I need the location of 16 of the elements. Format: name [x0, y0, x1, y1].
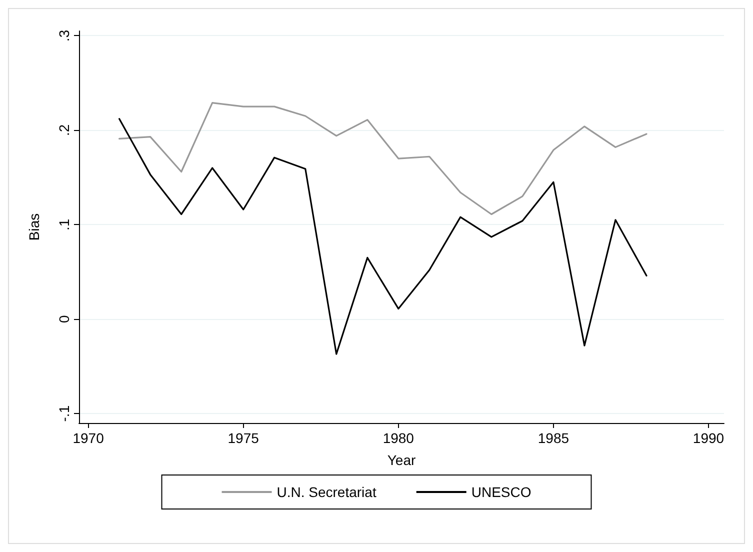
legend-label: UNESCO: [471, 484, 532, 500]
y-tick-label: .1: [56, 218, 72, 230]
y-axis-title: Bias: [26, 213, 42, 241]
line-series: [118, 118, 648, 355]
x-tick-label: 1985: [538, 430, 570, 446]
x-axis-title: Year: [387, 452, 416, 468]
y-tick-label: .2: [56, 124, 72, 136]
y-tick-label: -.1: [56, 405, 72, 422]
x-tick-label: 1970: [72, 430, 104, 446]
x-tick-label: 1975: [228, 430, 260, 446]
x-tick-label: 1980: [382, 430, 414, 446]
legend-label: U.N. Secretariat: [276, 484, 376, 500]
y-tick-label: 0: [56, 314, 72, 323]
line-series: [118, 102, 648, 216]
y-tick-label: .3: [56, 30, 72, 42]
x-tick-label: 1990: [692, 430, 724, 446]
